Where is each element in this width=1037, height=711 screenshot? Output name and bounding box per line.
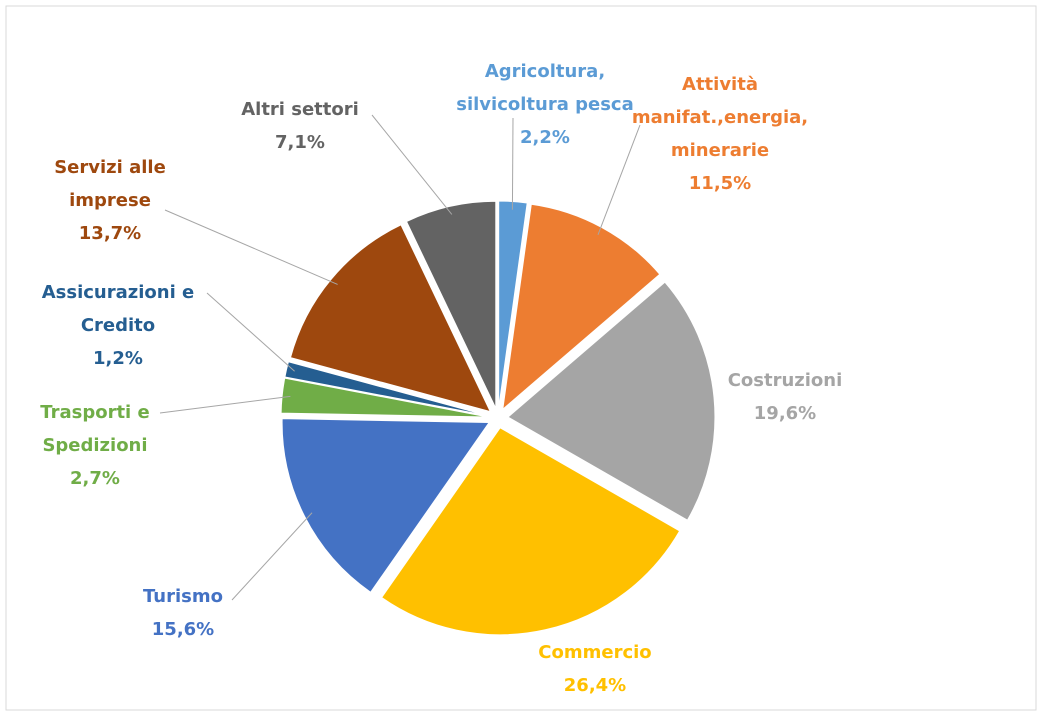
- value-label: 13,7%: [79, 223, 141, 244]
- slice-label: Attività: [682, 74, 758, 95]
- slice-label: Credito: [81, 315, 155, 336]
- slice-label: Servizi alle: [54, 157, 166, 178]
- pie-slice: [507, 281, 716, 521]
- slice-label: Turismo: [143, 586, 223, 607]
- pie-slice: [502, 203, 661, 411]
- pie-slice: [289, 224, 492, 413]
- leader-line: [511, 117, 514, 210]
- leader-line: [164, 209, 338, 285]
- slice-label: minerarie: [671, 140, 769, 161]
- pie-slice: [380, 427, 681, 636]
- pie-slice: [284, 361, 489, 417]
- value-label: 26,4%: [564, 675, 626, 696]
- leader-line: [159, 395, 291, 414]
- leader-line: [371, 114, 453, 215]
- slice-label: Altri settori: [241, 99, 359, 120]
- slice-label: Agricoltura,: [485, 61, 605, 82]
- value-label: 1,2%: [93, 348, 143, 369]
- slice-label: Costruzioni: [728, 370, 843, 391]
- pie-slice: [405, 200, 497, 409]
- leader-line: [231, 512, 313, 601]
- pie-slice: [281, 418, 491, 593]
- pie-slice: [280, 377, 489, 418]
- pie-slice: [498, 200, 528, 409]
- leader-line: [597, 124, 641, 235]
- slice-label: imprese: [69, 190, 151, 211]
- value-label: 7,1%: [275, 132, 325, 153]
- slice-label: silvicoltura pesca: [456, 94, 634, 115]
- value-label: 2,7%: [70, 468, 120, 489]
- slice-label: Trasporti e: [40, 402, 149, 423]
- slice-label: manifat.,energia,: [632, 107, 808, 128]
- slice-label: Spedizioni: [42, 435, 147, 456]
- slice-label: Commercio: [538, 642, 651, 663]
- value-label: 15,6%: [152, 619, 214, 640]
- slice-label: Assicurazioni e: [42, 282, 195, 303]
- leader-line: [206, 292, 295, 372]
- value-label: 19,6%: [754, 403, 816, 424]
- value-label: 2,2%: [520, 127, 570, 148]
- value-label: 11,5%: [689, 173, 751, 194]
